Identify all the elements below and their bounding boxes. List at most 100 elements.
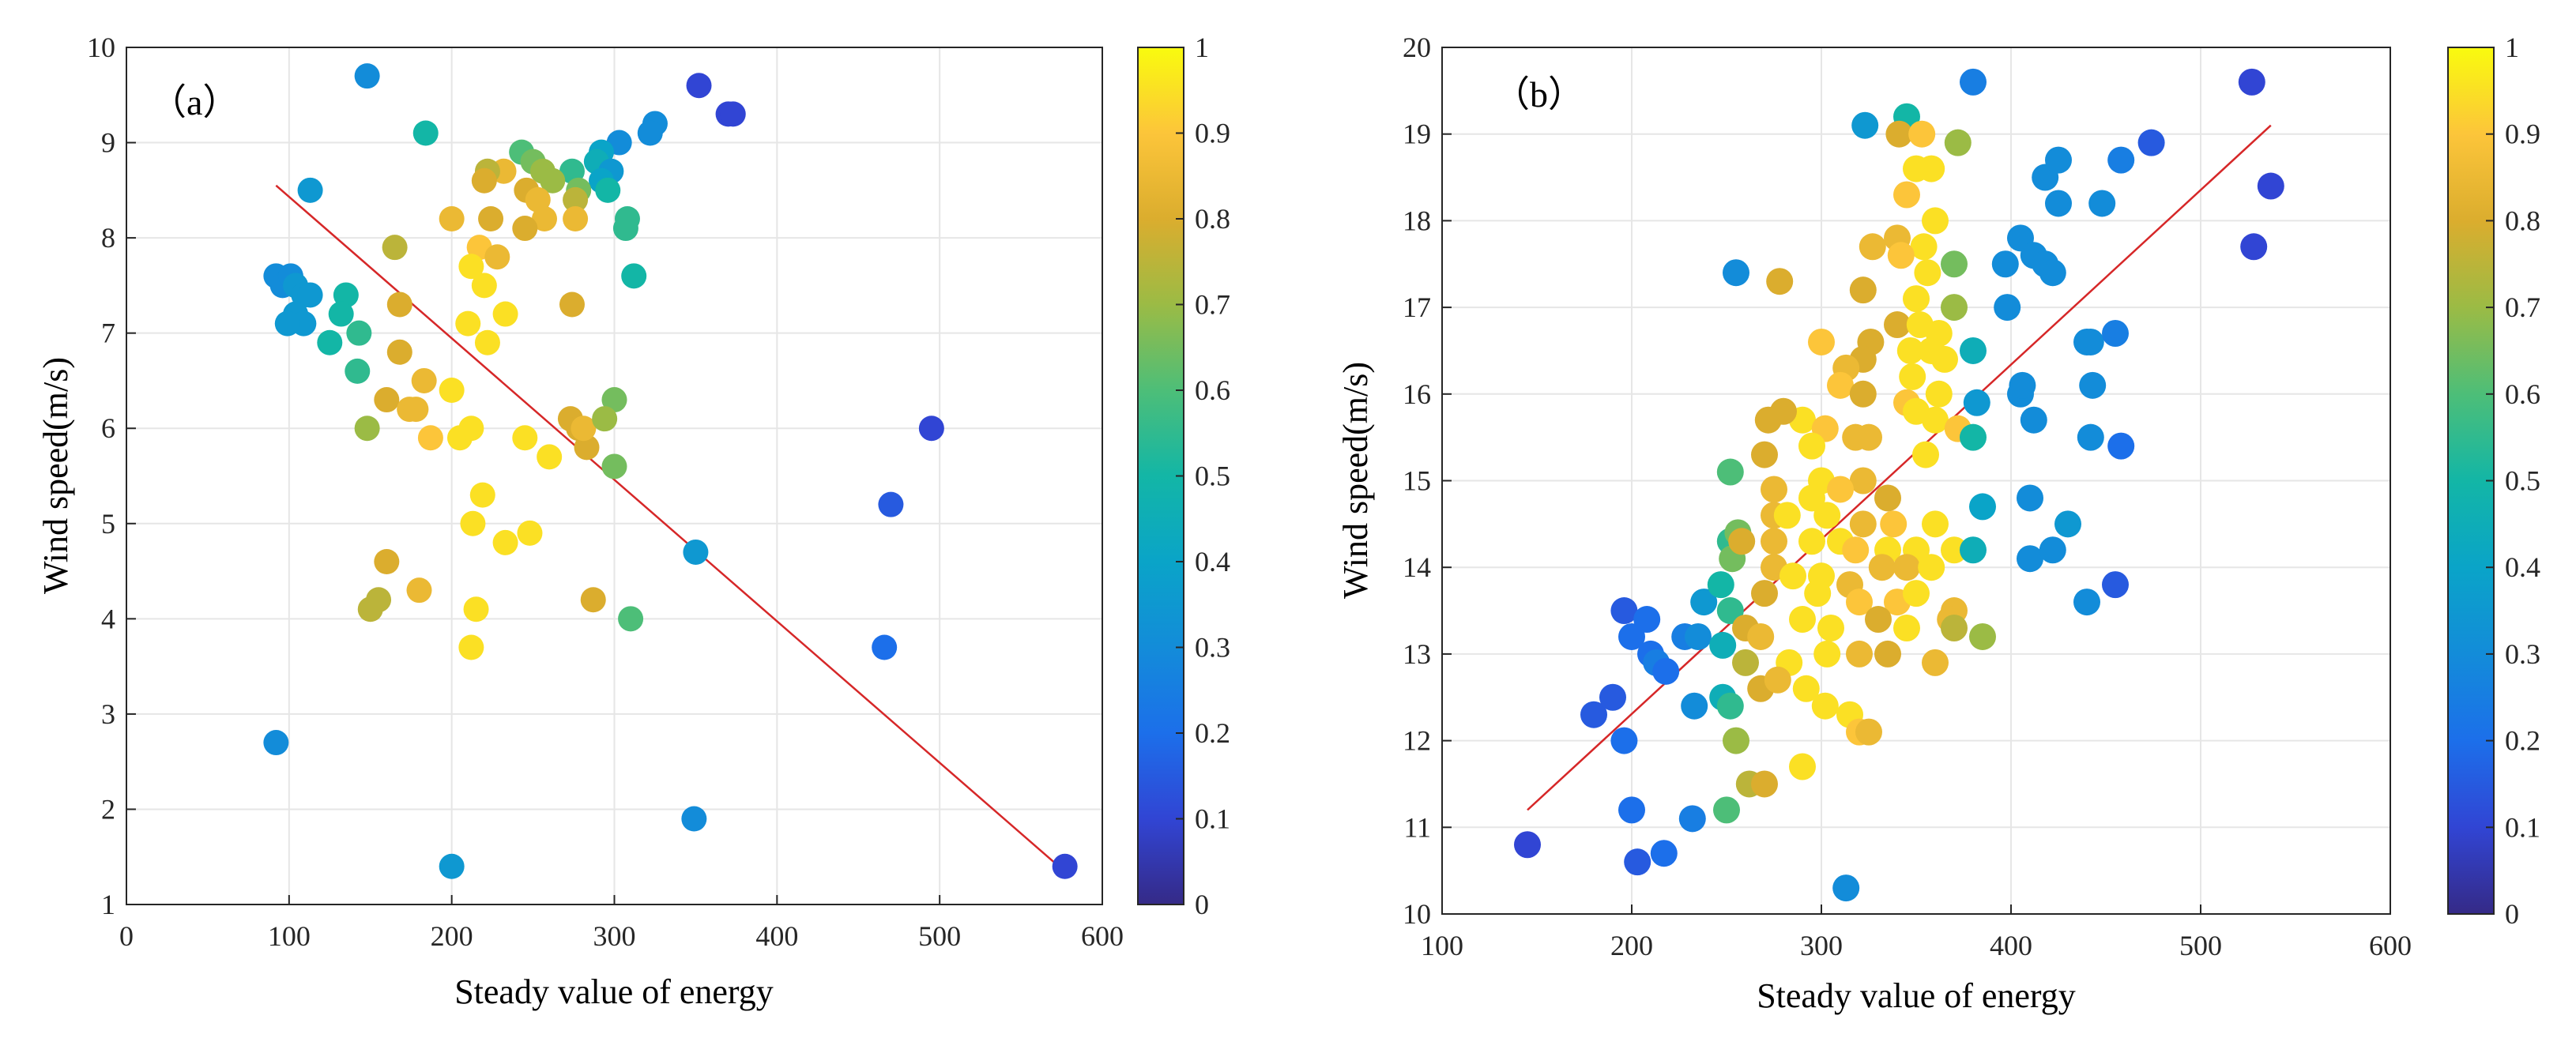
data-point (1751, 770, 1778, 798)
data-point (458, 634, 484, 660)
data-point (386, 291, 412, 318)
data-point (1922, 649, 1949, 676)
data-point (1994, 294, 2021, 322)
data-point (686, 73, 712, 99)
data-point (374, 549, 400, 574)
data-point (1910, 233, 1938, 261)
data-point (1690, 589, 1718, 616)
colorbar-tick-label: 0.7 (1195, 289, 1230, 321)
data-point (1798, 484, 1825, 512)
data-point (540, 167, 566, 194)
data-point (439, 206, 465, 231)
data-point (1960, 536, 1987, 564)
data-point (618, 606, 644, 632)
data-point (1813, 640, 1841, 668)
data-point (1732, 649, 1759, 676)
data-point (720, 101, 746, 127)
data-point (1922, 510, 1949, 538)
data-point (1969, 493, 1996, 521)
data-point (346, 320, 372, 346)
data-point (1868, 554, 1896, 581)
data-point (574, 434, 600, 461)
y-tick-label: 11 (1403, 811, 1431, 843)
x-tick-label: 300 (1800, 930, 1843, 961)
data-point (1681, 692, 1708, 720)
data-point (463, 596, 489, 622)
data-point (1633, 606, 1661, 634)
data-point (471, 273, 497, 299)
data-point (563, 186, 589, 212)
data-point (411, 367, 437, 393)
y-tick-label: 2 (101, 793, 115, 825)
data-point (2102, 320, 2129, 348)
data-point (1514, 831, 1541, 859)
plot-frame (126, 47, 1103, 905)
data-point (1912, 441, 1939, 468)
colorbar-tick-label: 0.8 (1195, 203, 1230, 235)
data-point (345, 358, 371, 384)
panel-b-chart: 100 200 300 400 500 6001011121314151617181920… (1336, 32, 2540, 1015)
y-tick-label: 4 (101, 603, 115, 634)
data-point (1969, 622, 1996, 650)
data-point (525, 186, 551, 212)
y-tick-label: 8 (101, 222, 115, 254)
data-point (1761, 476, 1787, 503)
data-point (1766, 268, 1794, 295)
data-point (537, 444, 563, 470)
data-point (439, 378, 465, 403)
data-point (492, 301, 518, 327)
data-point (1650, 840, 1678, 867)
colorbar-tick-label: 0.4 (1195, 546, 1230, 577)
x-tick-label: 400 (755, 920, 798, 952)
data-point (458, 416, 484, 442)
data-point (2088, 190, 2116, 217)
data-point (1885, 120, 1913, 148)
data-point (386, 339, 412, 365)
data-point (382, 235, 408, 261)
data-point (1685, 622, 1712, 650)
data-point (1941, 294, 1968, 322)
data-point (1944, 129, 1972, 156)
data-point (274, 310, 300, 337)
data-point (918, 416, 944, 442)
data-point (1925, 380, 1953, 408)
data-point (297, 177, 323, 203)
data-point (571, 416, 597, 442)
x-tick-label: 600 (2369, 930, 2412, 961)
data-point (1747, 622, 1775, 650)
data-point (1849, 510, 1877, 538)
data-point (1761, 528, 1787, 555)
data-point (872, 634, 898, 660)
data-point (1707, 571, 1734, 599)
data-point (1764, 666, 1791, 694)
data-point (2017, 484, 2043, 512)
data-points (1514, 68, 2284, 902)
colorbar-tick-label: 0.1 (2505, 811, 2540, 843)
data-point (1709, 631, 1737, 659)
tick-labels: 0 100 200 300 400 500 600 1 2 3 4 5 6 7 8 9 10 (87, 32, 1124, 952)
data-point (403, 397, 429, 423)
y-tick-label: 6 (101, 412, 115, 444)
data-point (1922, 207, 1949, 235)
data-point (469, 482, 495, 508)
data-point (1884, 311, 1911, 339)
data-point (374, 387, 400, 413)
data-point (1751, 580, 1778, 607)
data-point (1728, 528, 1756, 555)
data-point (1849, 380, 1877, 408)
data-point (1855, 718, 1882, 746)
data-point (2102, 571, 2129, 599)
data-point (2073, 589, 2100, 616)
data-point (621, 263, 647, 289)
data-point (2020, 406, 2047, 434)
x-axis-label: Steady value of energy (1757, 976, 2076, 1015)
data-point (328, 301, 354, 327)
y-tick-label: 18 (1403, 205, 1431, 236)
y-tick-label: 15 (1403, 465, 1431, 497)
data-point (601, 453, 627, 480)
data-point (412, 120, 439, 146)
data-point (1789, 753, 1816, 780)
data-point (1941, 536, 1968, 564)
data-point (1792, 675, 1820, 702)
